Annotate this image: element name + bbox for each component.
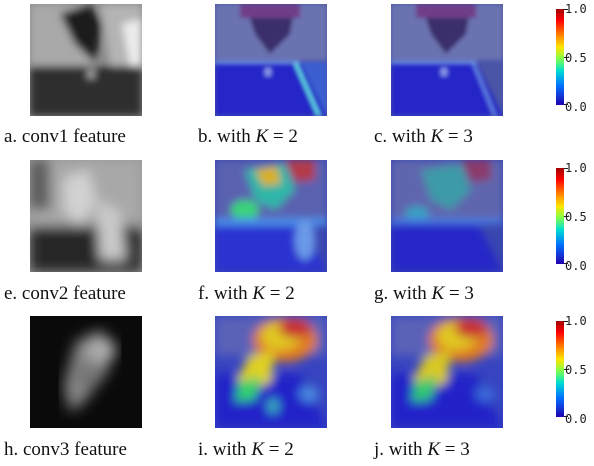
- colorbar-2-tick-bottom: [564, 263, 568, 264]
- conv3-feature-map: [30, 316, 142, 428]
- caption-a: a. conv1 feature: [4, 126, 126, 147]
- colorbar-1: [556, 9, 564, 105]
- conv2-feature-map: [30, 160, 142, 272]
- overlay-k2-conv1: [215, 4, 327, 116]
- colorbar-2-label-bottom: 0.0: [565, 259, 587, 273]
- caption-i: i. with K = 2: [198, 439, 294, 460]
- colorbar-1-tick-mid: [564, 57, 568, 58]
- caption-f: f. with K = 2: [198, 283, 295, 304]
- colorbar-3: [556, 321, 564, 417]
- colorbar-1-label-top: 1.0: [565, 2, 587, 16]
- colorbar-3-tick-top: [564, 321, 568, 322]
- overlay-k3-conv2: [391, 160, 503, 272]
- overlay-k2-conv3: [215, 316, 327, 428]
- colorbar-2-label-mid: 0.5: [565, 210, 587, 224]
- colorbar-1-label-bottom: 0.0: [565, 100, 587, 114]
- colorbar-1-tick-top: [564, 9, 568, 10]
- colorbar-2-label-top: 1.0: [565, 161, 587, 175]
- caption-e: e. conv2 feature: [4, 283, 126, 304]
- overlay-k3-conv1: [391, 4, 503, 116]
- caption-j: j. with K = 3: [374, 439, 470, 460]
- caption-c: c. with K = 3: [374, 126, 473, 147]
- colorbar-3-tick-bottom: [564, 416, 568, 417]
- caption-b: b. with K = 2: [198, 126, 298, 147]
- overlay-k3-conv3: [391, 316, 503, 428]
- colorbar-1-tick-bottom: [564, 104, 568, 105]
- colorbar-2: [556, 168, 564, 264]
- caption-g: g. with K = 3: [374, 283, 474, 304]
- colorbar-3-label-top: 1.0: [565, 314, 587, 328]
- colorbar-3-label-mid: 0.5: [565, 363, 587, 377]
- colorbar-1-label-mid: 0.5: [565, 51, 587, 65]
- overlay-k2-conv2: [215, 160, 327, 272]
- colorbar-2-tick-mid: [564, 216, 568, 217]
- colorbar-3-label-bottom: 0.0: [565, 412, 587, 426]
- colorbar-3-tick-mid: [564, 369, 568, 370]
- colorbar-2-tick-top: [564, 168, 568, 169]
- conv1-feature-map: [30, 4, 142, 116]
- caption-h: h. conv3 feature: [4, 439, 127, 460]
